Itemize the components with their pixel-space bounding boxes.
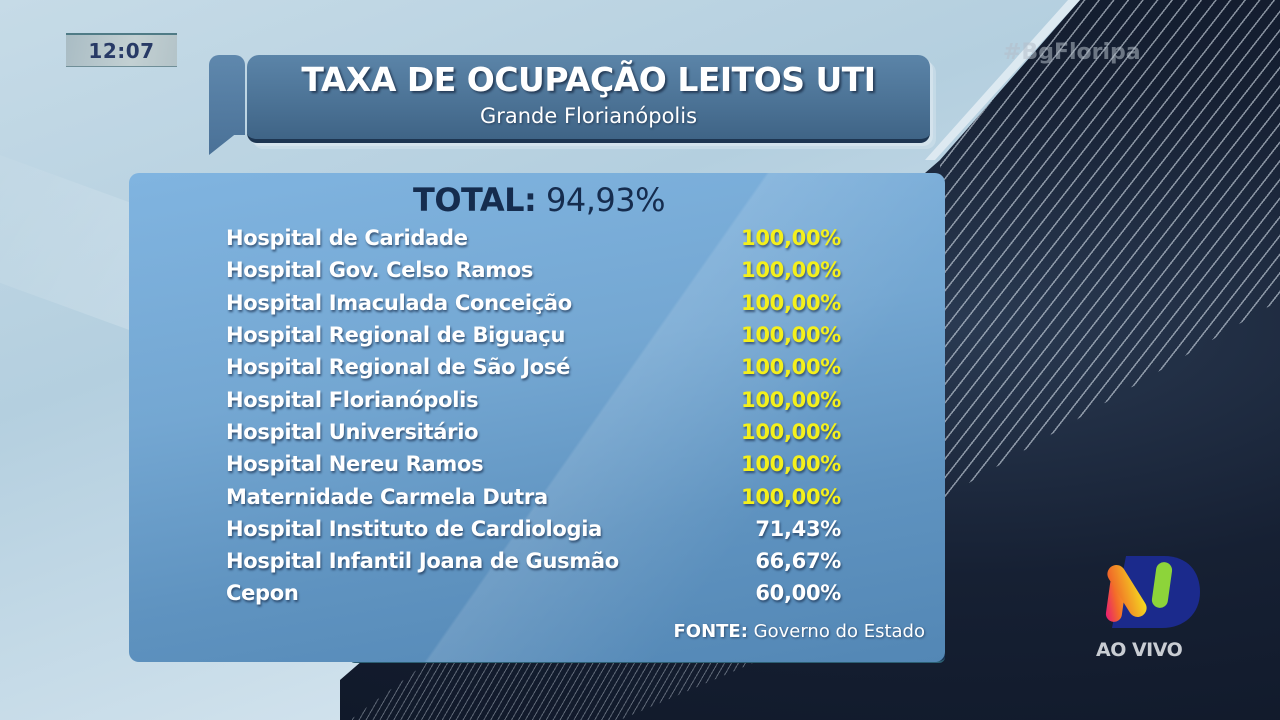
hashtag-watermark: #BgFloripa bbox=[1003, 40, 1141, 65]
occupancy-value: 100,00% bbox=[741, 226, 841, 251]
table-row: Hospital Instituto de Cardiologia 71,43% bbox=[226, 513, 841, 545]
table-row: Hospital Nereu Ramos 100,00% bbox=[226, 448, 841, 480]
page-subtitle: Grande Florianópolis bbox=[479, 104, 698, 128]
table-row: Hospital Gov. Celso Ramos 100,00% bbox=[226, 254, 841, 286]
total-summary: TOTAL: 94,93% bbox=[129, 181, 945, 219]
occupancy-value: 100,00% bbox=[741, 419, 841, 444]
clock: 12:07 bbox=[66, 33, 177, 67]
occupancy-value: 60,00% bbox=[755, 581, 841, 606]
occupancy-value: 100,00% bbox=[741, 387, 841, 412]
hospital-name: Hospital Instituto de Cardiologia bbox=[226, 516, 603, 541]
hospital-name: Maternidade Carmela Dutra bbox=[226, 484, 548, 509]
hospital-name: Hospital Imaculada Conceição bbox=[226, 290, 572, 315]
total-value: 94,93% bbox=[545, 181, 666, 219]
hospital-list: Hospital de Caridade 100,00% Hospital Gov.… bbox=[226, 222, 841, 610]
table-row: Maternidade Carmela Dutra 100,00% bbox=[226, 480, 841, 512]
hospital-name: Hospital Regional de São José bbox=[226, 355, 571, 380]
source-credit: FONTE: Governo do Estado bbox=[673, 621, 925, 642]
source-value: Governo do Estado bbox=[753, 621, 925, 642]
table-row: Hospital Infantil Joana de Gusmão 66,67% bbox=[226, 545, 841, 577]
total-label: TOTAL: bbox=[412, 181, 537, 219]
table-row: Hospital Regional de São José 100,00% bbox=[226, 351, 841, 383]
table-row: Hospital Universitário 100,00% bbox=[226, 416, 841, 448]
table-row: Hospital Regional de Biguaçu 100,00% bbox=[226, 319, 841, 351]
occupancy-value: 100,00% bbox=[741, 484, 841, 509]
source-label: FONTE: bbox=[673, 621, 748, 642]
table-row: Cepon 60,00% bbox=[226, 577, 841, 609]
page-title: TAXA DE OCUPAÇÃO LEITOS UTI bbox=[301, 60, 876, 99]
hospital-name: Hospital Florianópolis bbox=[226, 387, 479, 412]
live-indicator: AO VIVO bbox=[1096, 639, 1183, 661]
hospital-name: Hospital Infantil Joana de Gusmão bbox=[226, 549, 619, 574]
broadcaster-n-logo-icon bbox=[1105, 556, 1200, 628]
hospital-name: Hospital Nereu Ramos bbox=[226, 452, 484, 477]
occupancy-value: 100,00% bbox=[741, 355, 841, 380]
occupancy-value: 100,00% bbox=[741, 323, 841, 348]
hospital-name: Hospital Universitário bbox=[226, 419, 479, 444]
occupancy-value: 100,00% bbox=[741, 290, 841, 315]
occupancy-value: 100,00% bbox=[741, 452, 841, 477]
title-banner: TAXA DE OCUPAÇÃO LEITOS UTI Grande Flori… bbox=[247, 55, 930, 143]
table-row: Hospital Florianópolis 100,00% bbox=[226, 383, 841, 415]
occupancy-value: 71,43% bbox=[755, 516, 841, 541]
hospital-name: Hospital de Caridade bbox=[226, 226, 468, 251]
occupancy-value: 100,00% bbox=[741, 258, 841, 283]
hospital-name: Hospital Regional de Biguaçu bbox=[226, 323, 566, 348]
table-row: Hospital Imaculada Conceição 100,00% bbox=[226, 287, 841, 319]
table-row: Hospital de Caridade 100,00% bbox=[226, 222, 841, 254]
hospital-name: Cepon bbox=[226, 581, 299, 606]
hospital-name: Hospital Gov. Celso Ramos bbox=[226, 258, 534, 283]
occupancy-table: TOTAL: 94,93% Hospital de Caridade 100,00… bbox=[129, 173, 945, 662]
title-tab-decoration bbox=[209, 55, 245, 155]
occupancy-value: 66,67% bbox=[755, 549, 841, 574]
